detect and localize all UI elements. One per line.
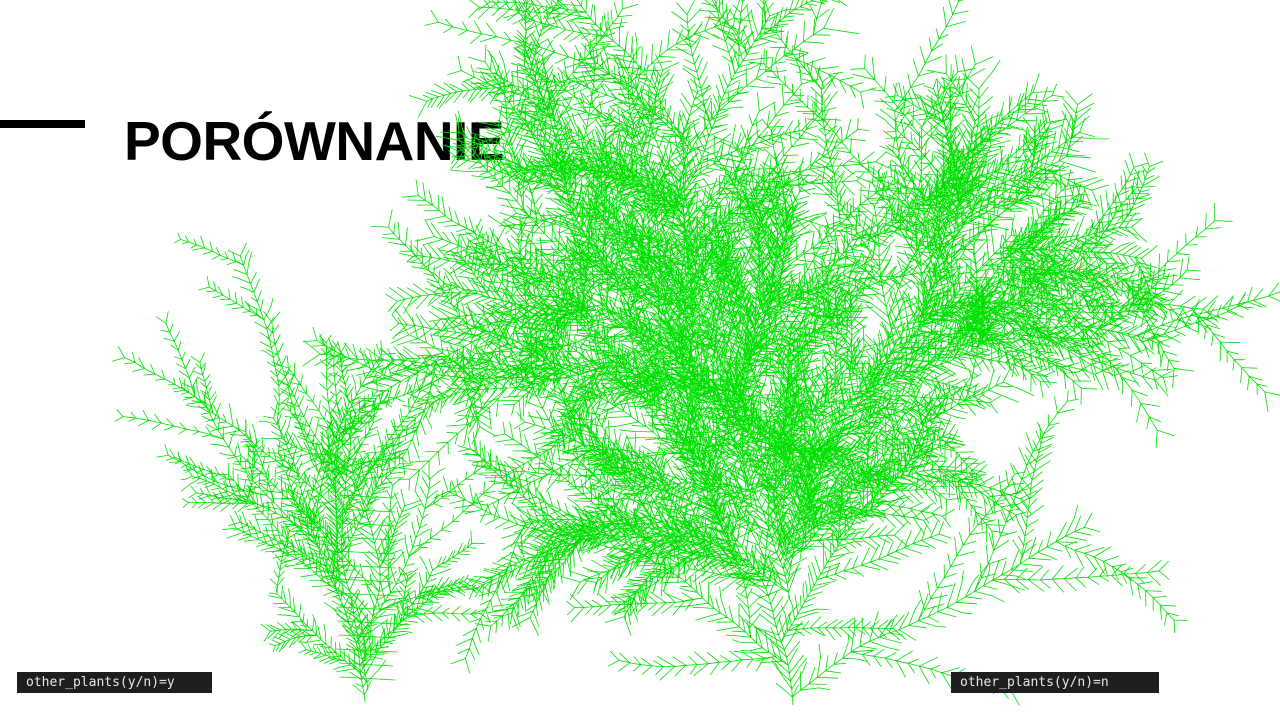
console-output-right: other_plants(y/n)=n (951, 672, 1159, 693)
slide-title: PORÓWNANIE (124, 108, 505, 174)
console-output-left: other_plants(y/n)=y (17, 672, 212, 693)
title-accent-bar (0, 120, 85, 128)
